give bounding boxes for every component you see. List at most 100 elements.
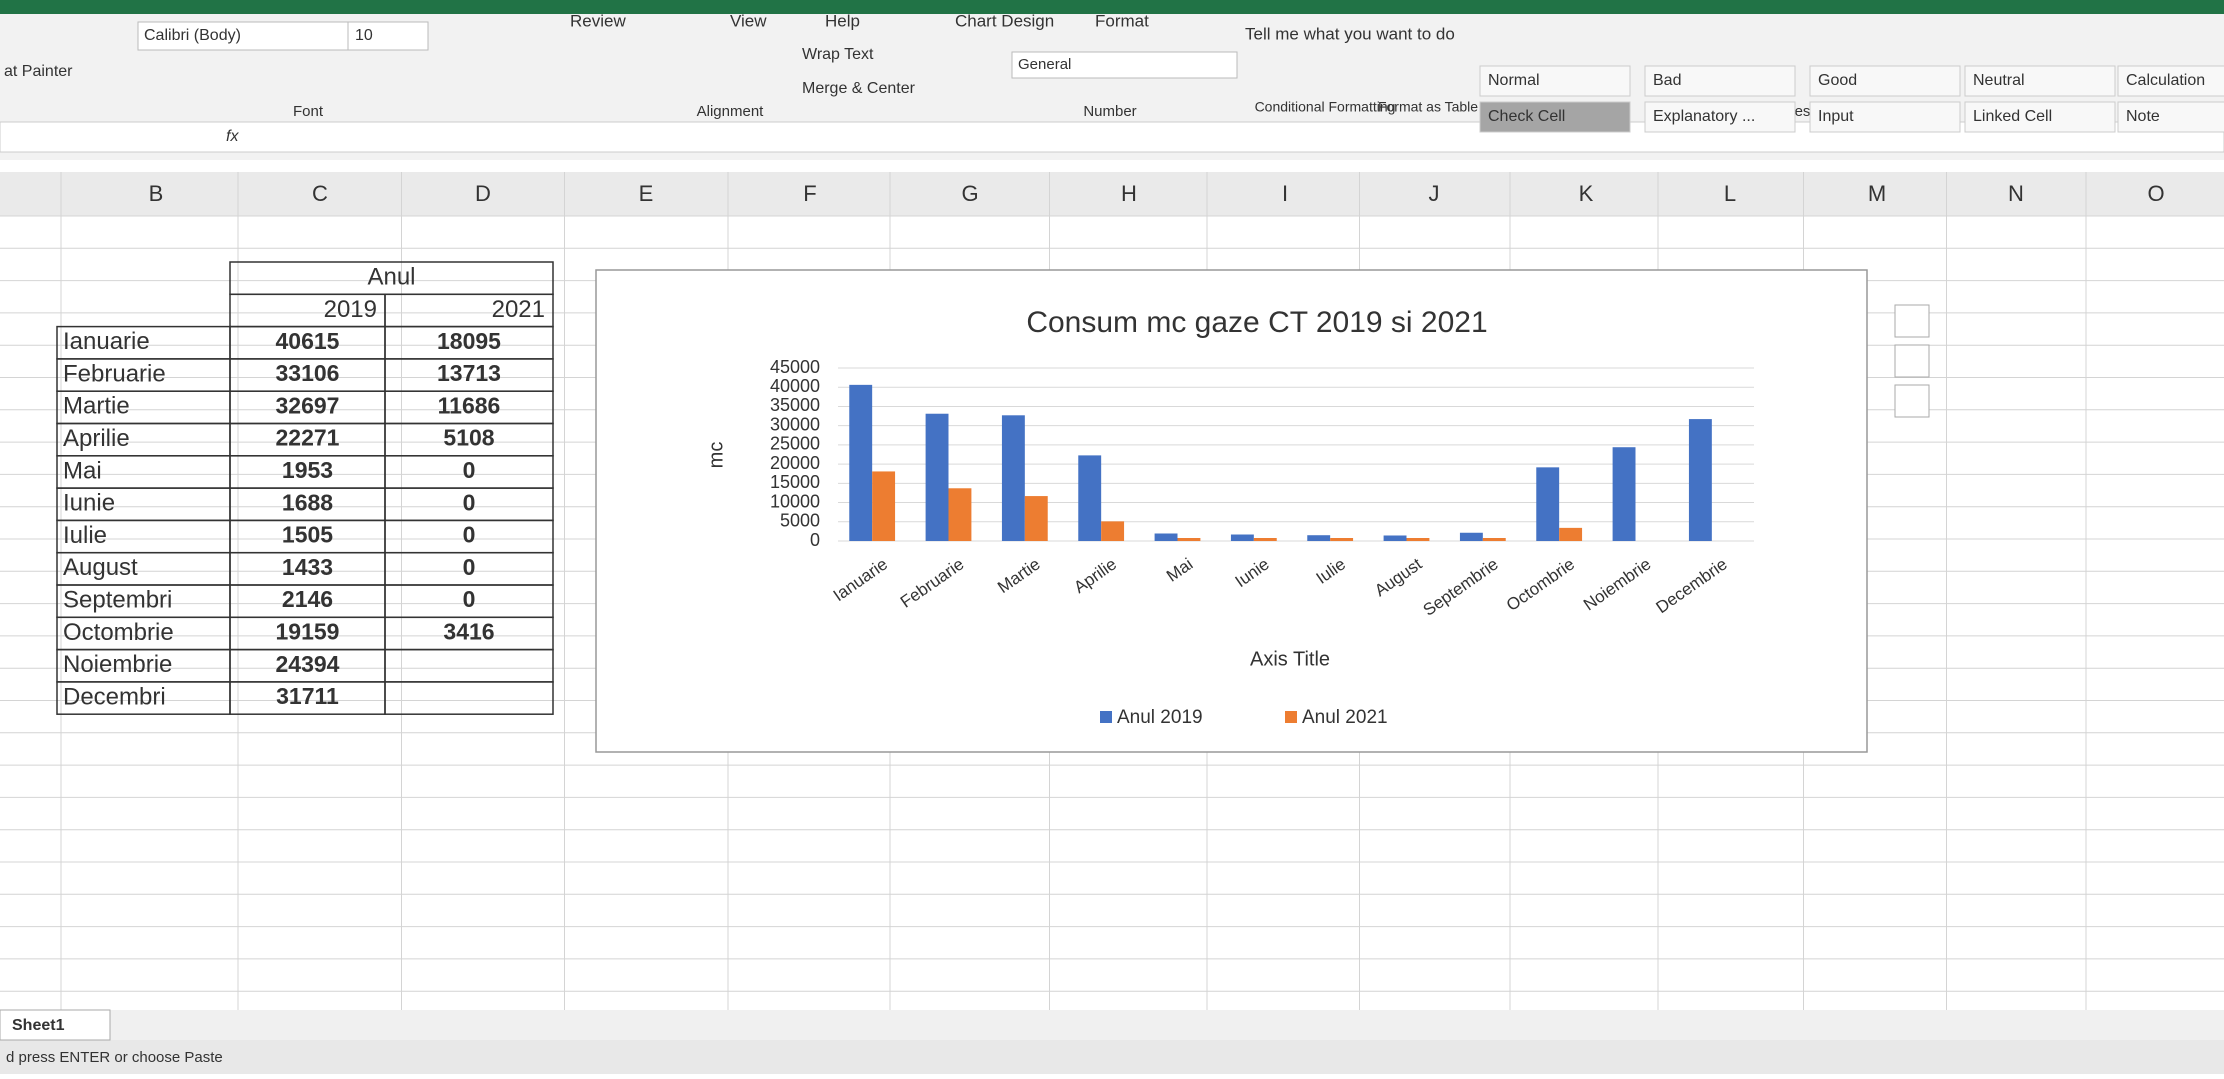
font-name: Calibri (Body) xyxy=(144,27,241,44)
number-format: General xyxy=(1018,56,1071,73)
table-cell xyxy=(385,682,553,714)
cell-style-label: Bad xyxy=(1653,72,1681,89)
table-number: 33106 xyxy=(276,360,340,386)
table-header: Anul xyxy=(367,263,415,290)
legend-label: Anul 2019 xyxy=(1117,707,1203,728)
bar xyxy=(1536,467,1559,541)
cell-style-label: Good xyxy=(1818,72,1857,89)
column-header[interactable]: H xyxy=(1121,181,1137,206)
ribbon-tab[interactable]: Chart Design xyxy=(955,11,1054,30)
column-header[interactable]: G xyxy=(961,181,978,206)
format-painter[interactable]: at Painter xyxy=(4,63,73,80)
chart-tool-button[interactable] xyxy=(1895,385,1929,417)
column-header[interactable]: B xyxy=(149,181,164,206)
bar xyxy=(1460,533,1483,541)
table-number: 40615 xyxy=(276,328,340,354)
legend-swatch xyxy=(1100,711,1112,723)
y-tick-label: 25000 xyxy=(770,434,820,454)
column-header[interactable]: M xyxy=(1868,181,1886,206)
cell-style-label: Linked Cell xyxy=(1973,108,2052,125)
wrap-text[interactable]: Wrap Text xyxy=(802,46,874,63)
merge-center[interactable]: Merge & Center xyxy=(802,80,916,97)
table-number: 2146 xyxy=(282,586,333,612)
y-tick-label: 10000 xyxy=(770,491,820,511)
bar xyxy=(1330,538,1353,541)
bar xyxy=(849,385,872,541)
y-tick-label: 40000 xyxy=(770,376,820,396)
bar xyxy=(1101,521,1124,541)
table-number: 0 xyxy=(463,489,476,515)
bar xyxy=(926,414,949,541)
column-header[interactable]: O xyxy=(2147,181,2164,206)
ribbon-tab[interactable]: View xyxy=(730,11,767,30)
cell-style-label: Explanatory ... xyxy=(1653,108,1755,125)
chart-tool-button[interactable] xyxy=(1895,345,1929,377)
bar xyxy=(1613,447,1636,541)
table-number: 3416 xyxy=(443,619,494,645)
ribbon-tab[interactable]: Review xyxy=(570,11,626,30)
table-month: Iunie xyxy=(63,490,115,517)
table-month: Aprilie xyxy=(63,425,130,452)
table-month: Septembri xyxy=(63,586,172,613)
table-number: 1953 xyxy=(282,457,333,483)
cell-style-label: Input xyxy=(1818,108,1854,125)
table-number: 32697 xyxy=(276,392,340,418)
table-number: 1688 xyxy=(282,489,333,515)
ribbon-group-label: Font xyxy=(293,103,324,120)
table-month: Februarie xyxy=(63,360,166,387)
y-tick-label: 0 xyxy=(810,530,820,550)
table-number: 11686 xyxy=(438,392,501,418)
table-number: 5108 xyxy=(443,425,494,451)
table-month: Ianuarie xyxy=(63,328,150,355)
legend-label: Anul 2021 xyxy=(1302,707,1388,728)
table-number: 22271 xyxy=(276,425,340,451)
legend-swatch xyxy=(1285,711,1297,723)
bar xyxy=(1407,538,1430,541)
table-month: Octombrie xyxy=(63,619,174,646)
table-month: Iulie xyxy=(63,522,107,549)
table-year: 2019 xyxy=(324,296,377,323)
table-month: Martie xyxy=(63,393,130,420)
font-size: 10 xyxy=(355,27,373,44)
table-cell xyxy=(385,650,553,682)
column-header[interactable]: C xyxy=(312,181,328,206)
format-as-table[interactable]: Format as Table xyxy=(1378,99,1478,115)
tell-me[interactable]: Tell me what you want to do xyxy=(1245,24,1455,43)
chart-tool-button[interactable] xyxy=(1895,305,1929,337)
ribbon-tab[interactable]: Help xyxy=(825,11,860,30)
column-header[interactable]: E xyxy=(639,181,654,206)
y-axis-title: mc xyxy=(705,442,727,469)
column-header[interactable]: N xyxy=(2008,181,2024,206)
x-axis-title: Axis Title xyxy=(1250,648,1330,670)
column-header[interactable]: I xyxy=(1282,181,1288,206)
bar xyxy=(1483,538,1506,541)
column-header[interactable]: D xyxy=(475,181,491,206)
bar xyxy=(1155,533,1178,541)
ribbon-tab[interactable]: Format xyxy=(1095,11,1149,30)
conditional-formatting[interactable]: Conditional Formatting xyxy=(1255,99,1396,115)
bar xyxy=(1025,496,1048,541)
chart-title: Consum mc gaze CT 2019 si 2021 xyxy=(1026,306,1487,339)
bar xyxy=(1231,535,1254,541)
y-tick-label: 45000 xyxy=(770,357,820,377)
column-header[interactable]: L xyxy=(1724,181,1736,206)
column-header[interactable]: K xyxy=(1579,181,1594,206)
table-number: 0 xyxy=(463,554,476,580)
table-month: Mai xyxy=(63,457,102,484)
column-header[interactable]: J xyxy=(1429,181,1440,206)
bar xyxy=(872,471,895,541)
fx-icon: fx xyxy=(226,128,239,145)
table-number: 1433 xyxy=(282,554,333,580)
cell-style-label: Calculation xyxy=(2126,72,2205,89)
y-tick-label: 20000 xyxy=(770,453,820,473)
status-bar xyxy=(0,1040,2224,1074)
ribbon-group-label: Alignment xyxy=(697,103,765,120)
column-header[interactable]: F xyxy=(803,181,816,206)
cell-style-label: Neutral xyxy=(1973,72,2025,89)
bar xyxy=(1254,538,1277,541)
table-number: 0 xyxy=(463,586,476,612)
table-number: 24394 xyxy=(276,651,340,677)
bar xyxy=(1078,455,1101,541)
table-month: Decembri xyxy=(63,683,166,710)
table-number: 18095 xyxy=(437,328,501,354)
